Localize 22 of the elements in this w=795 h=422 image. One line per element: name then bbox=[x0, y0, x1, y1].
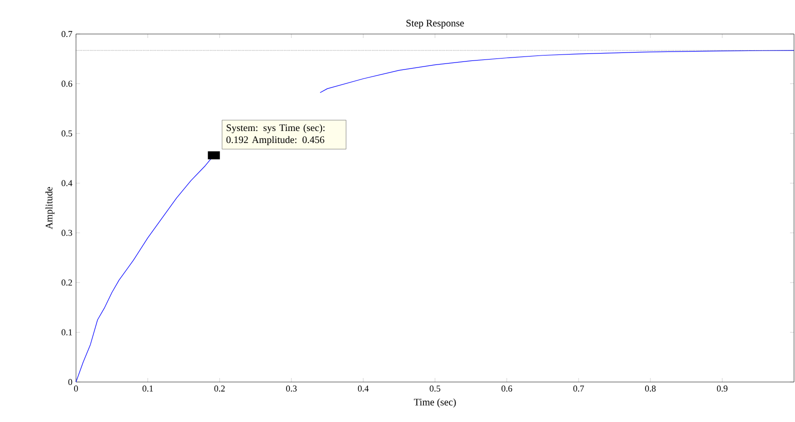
x-tick-label: 0.4 bbox=[358, 386, 369, 392]
chart-title: Step Response bbox=[406, 20, 464, 29]
y-tick-label: 0.2 bbox=[62, 280, 72, 286]
y-tick-label: 0.7 bbox=[62, 30, 72, 38]
x-tick-label: 0.2 bbox=[214, 386, 225, 392]
annotation: System: sys Time (sec): 0.192 Amplitude: 0.456 bbox=[226, 124, 325, 146]
y-axis-title: Amplitude bbox=[45, 187, 54, 230]
x-tick-label: 0.7 bbox=[573, 386, 584, 392]
y-tick-label: 0.1 bbox=[62, 329, 72, 336]
x-tick-label: 0.1 bbox=[142, 386, 153, 392]
y-tick-label: 0.5 bbox=[62, 130, 72, 136]
y-tick-label: 0.4 bbox=[62, 180, 72, 186]
x-tick-label: 0 bbox=[74, 386, 78, 392]
x-tick-label: 0.9 bbox=[716, 386, 728, 392]
x-tick-label: 0.3 bbox=[286, 386, 297, 392]
y-tick-label: 0 bbox=[68, 378, 72, 386]
x-tick-label: 0.8 bbox=[645, 386, 656, 392]
x-axis-title: Time (sec) bbox=[414, 398, 456, 408]
y-tick-label: 0.3 bbox=[62, 230, 72, 236]
y-tick-label: 0.6 bbox=[62, 80, 72, 87]
x-tick-label: 0.6 bbox=[502, 386, 512, 392]
x-tick-label: 0.5 bbox=[430, 386, 440, 392]
